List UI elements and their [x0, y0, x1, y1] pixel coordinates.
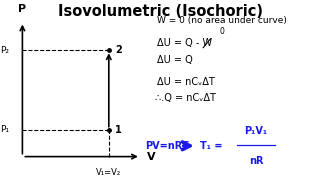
- Text: ΔU = nCᵥΔT: ΔU = nCᵥΔT: [157, 77, 214, 87]
- Text: PV=nRT: PV=nRT: [146, 141, 189, 151]
- Text: P₁: P₁: [0, 125, 9, 134]
- Text: P₁V₁: P₁V₁: [244, 126, 268, 136]
- Text: V: V: [147, 152, 156, 162]
- Text: 2: 2: [115, 45, 122, 55]
- Text: W = 0 (no area under curve): W = 0 (no area under curve): [157, 16, 287, 25]
- Text: nR: nR: [249, 156, 263, 166]
- Text: Isovolumetric (Isochoric): Isovolumetric (Isochoric): [58, 4, 262, 19]
- Text: P₂: P₂: [0, 46, 9, 55]
- Text: ∴.Q = nCᵥΔT: ∴.Q = nCᵥΔT: [155, 93, 216, 103]
- Text: V₁=V₂: V₁=V₂: [96, 168, 121, 177]
- Text: T₁ =: T₁ =: [200, 141, 222, 151]
- Text: P: P: [18, 4, 27, 14]
- Text: 1: 1: [115, 125, 122, 135]
- Text: 0: 0: [219, 27, 224, 36]
- Text: ΔU = Q - W: ΔU = Q - W: [157, 38, 212, 48]
- Text: ΔU = Q: ΔU = Q: [157, 55, 193, 65]
